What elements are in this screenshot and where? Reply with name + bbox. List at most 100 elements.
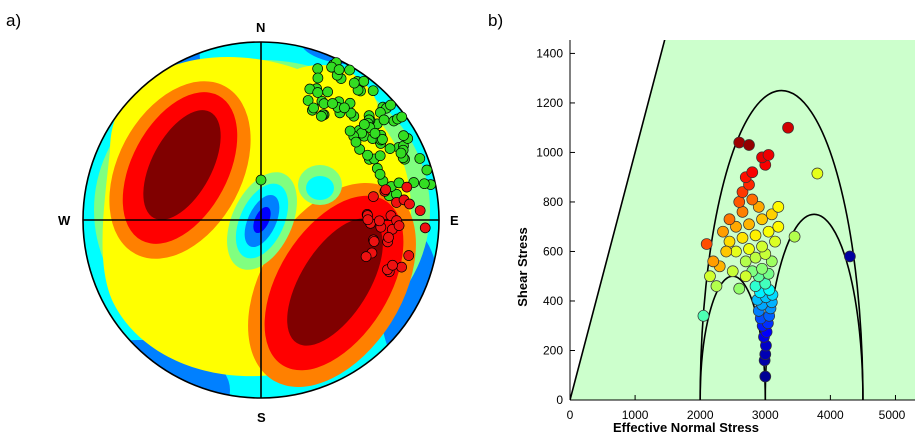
pole-marker-green <box>308 102 319 114</box>
pole-marker-green <box>377 134 388 145</box>
pole-marker-green <box>396 111 408 123</box>
failure-envelope-line <box>570 40 666 400</box>
pole-marker-red <box>368 191 379 202</box>
pole-marker-green <box>327 98 338 109</box>
pole-marker-red <box>419 222 431 234</box>
data-point <box>723 235 736 248</box>
x-axis-label: Effective Normal Stress <box>613 420 759 435</box>
data-point <box>752 201 765 213</box>
data-point <box>730 245 742 258</box>
pole-marker-green <box>359 119 370 130</box>
y-tick-label: 800 <box>543 195 563 209</box>
data-point <box>717 225 729 238</box>
pole-marker-red <box>383 232 394 243</box>
pole-marker-red <box>387 259 398 271</box>
stereonet-outline <box>82 41 440 399</box>
pole-marker-red <box>404 198 415 210</box>
data-point <box>736 206 749 218</box>
y-tick-label: 0 <box>556 393 563 407</box>
pole-marker-green <box>344 125 356 137</box>
contour-darkred-se <box>287 218 383 346</box>
pole-marker-red <box>360 251 372 262</box>
data-point <box>788 230 801 243</box>
pole-marker-green <box>344 64 355 76</box>
pole-marker-green <box>312 87 324 98</box>
data-point <box>772 201 785 213</box>
y-axis-label: Shear Stress <box>515 227 530 307</box>
data-point <box>756 262 768 275</box>
pole-marker-red <box>362 214 374 226</box>
data-point <box>730 220 742 233</box>
data-point <box>746 166 759 179</box>
data-point <box>759 370 772 383</box>
pole-marker-green <box>316 110 327 122</box>
pole-marker-green <box>362 149 373 161</box>
pole-marker-green <box>312 72 324 84</box>
x-tick-label: 1000 <box>622 408 649 422</box>
data-point <box>697 309 710 322</box>
x-tick-label: 4000 <box>817 408 844 422</box>
y-tick-label: 1200 <box>536 96 563 110</box>
x-tick-label: 0 <box>567 408 574 422</box>
data-point <box>765 255 778 268</box>
pole-marker-green <box>322 86 334 98</box>
stress-points <box>697 121 856 383</box>
poles-group <box>255 57 437 278</box>
pole-marker-green <box>395 147 407 159</box>
north-label: N <box>256 20 265 35</box>
pole-marker-red <box>401 181 413 193</box>
south-label: S <box>257 410 266 425</box>
y-ticks: 0 200 400 600 800 1000 1200 1400 <box>536 46 575 407</box>
data-point <box>782 121 794 134</box>
y-tick-label: 1000 <box>536 145 563 159</box>
data-point <box>700 238 713 250</box>
x-tick-label: 5000 <box>879 408 906 422</box>
pole-marker-green <box>414 153 426 164</box>
data-point <box>749 229 762 242</box>
data-point <box>756 240 768 253</box>
pole-marker-red <box>403 250 415 261</box>
data-point <box>772 220 785 233</box>
data-point <box>811 167 824 180</box>
pole-marker-green <box>369 127 381 139</box>
data-point <box>707 255 720 268</box>
data-point <box>704 270 716 283</box>
data-point <box>746 193 759 206</box>
pole-marker-red <box>393 220 405 231</box>
data-point <box>723 213 736 226</box>
y-tick-label: 200 <box>543 343 563 357</box>
data-point <box>720 245 733 258</box>
pole-marker-green <box>374 168 386 180</box>
west-label: W <box>58 213 71 228</box>
pole-marker-green <box>358 75 370 87</box>
pole-marker-green <box>385 99 396 111</box>
data-point <box>739 270 752 283</box>
data-point <box>749 280 762 292</box>
data-point <box>710 280 723 292</box>
data-point <box>733 196 746 208</box>
data-point <box>765 208 778 221</box>
pole-marker-green <box>384 143 396 154</box>
panel-a-label: a) <box>6 11 21 30</box>
data-point <box>743 139 755 151</box>
pole-marker-green <box>398 130 409 141</box>
y-tick-label: 400 <box>543 294 563 308</box>
data-point <box>844 250 856 263</box>
contour-darkblue-sw <box>83 375 190 398</box>
pole-marker-red <box>380 184 392 196</box>
pole-marker-red <box>414 205 426 216</box>
pole-marker-green <box>333 64 345 75</box>
data-point <box>762 225 775 238</box>
data-point <box>726 265 739 278</box>
pole-marker-green <box>302 95 314 106</box>
y-tick-label: 1400 <box>536 46 563 60</box>
y-tick-label: 600 <box>543 244 563 258</box>
data-point <box>743 218 755 231</box>
pole-marker-green <box>255 174 267 186</box>
data-point <box>736 186 749 198</box>
contour-cyan-blob <box>306 176 334 200</box>
pole-marker-green <box>374 150 386 162</box>
stereonet: N S E W <box>58 20 459 425</box>
pole-marker-red <box>396 261 407 273</box>
